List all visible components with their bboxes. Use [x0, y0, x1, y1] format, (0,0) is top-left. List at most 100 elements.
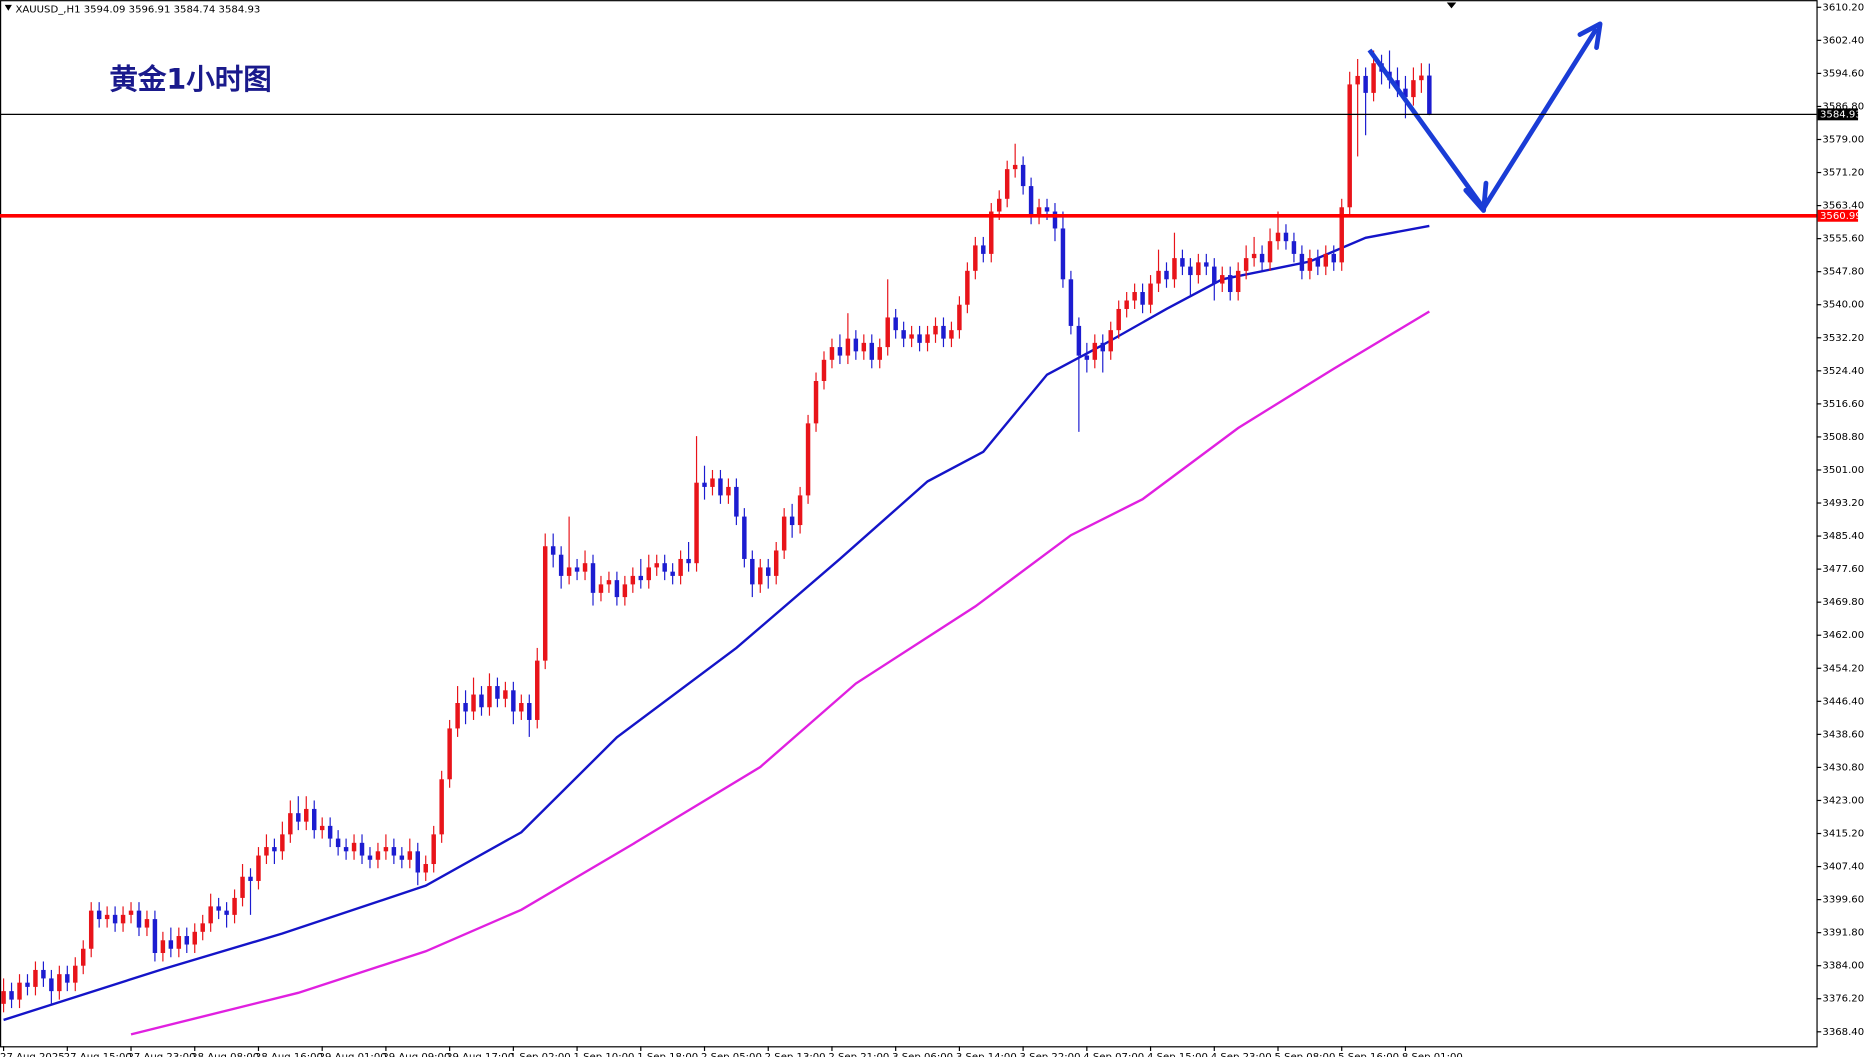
price-tag: [1817, 209, 1859, 222]
candle-body: [168, 940, 174, 949]
y-tick-label: 3454.20: [1822, 663, 1864, 674]
candle-body: [232, 897, 237, 915]
candle-body: [256, 855, 261, 881]
candle-body: [351, 842, 357, 852]
candle-body: [407, 851, 413, 860]
candle-body: [1020, 164, 1026, 187]
candle-body: [614, 580, 620, 598]
candle-body: [861, 342, 867, 352]
candle-body: [431, 834, 436, 865]
candle-body: [853, 338, 859, 352]
y-tick-label: 3571.20: [1822, 168, 1864, 179]
candle-body: [941, 325, 946, 339]
candle-body: [359, 842, 365, 856]
candle-body: [566, 567, 572, 576]
candle-body: [1235, 270, 1241, 293]
candle-body: [1, 991, 6, 1004]
candle-body: [1124, 300, 1129, 309]
candle-body: [535, 660, 540, 720]
candle-body: [829, 347, 835, 360]
candle-body: [1307, 258, 1313, 271]
candle-body: [1044, 207, 1050, 212]
candle-body: [455, 703, 460, 729]
candle-body: [144, 919, 150, 928]
candle-body: [1188, 266, 1193, 276]
arrow-head-down: [1463, 180, 1489, 213]
y-tick-label: 3407.40: [1822, 862, 1864, 873]
candle-body: [670, 571, 675, 576]
candle-body: [662, 563, 667, 572]
moving-average: [3, 224, 1430, 1022]
candle-body: [957, 304, 962, 331]
y-tick-label: 3415.20: [1822, 829, 1864, 840]
candle-body: [1243, 258, 1249, 271]
candle-body: [1411, 80, 1416, 98]
candle-body: [17, 982, 22, 1000]
candle-body: [1299, 253, 1305, 271]
x-tick-label: 2 Sep 13:00: [765, 1052, 826, 1057]
candle-body: [1060, 228, 1066, 280]
candle-body: [335, 838, 341, 848]
y-tick-label: 3610.20: [1822, 2, 1864, 13]
candle-body: [996, 198, 1002, 212]
x-tick-label: 2 Sep 21:00: [828, 1052, 889, 1057]
candle-body: [702, 482, 707, 487]
candle-body: [949, 330, 954, 339]
candle-body: [152, 919, 158, 953]
candle-body: [288, 813, 293, 835]
y-tick-label: 3563.40: [1822, 201, 1864, 212]
candle-body: [25, 982, 30, 987]
price-tag: [1817, 108, 1859, 121]
price-tag-label: 3584.93: [1820, 109, 1862, 120]
candle-body: [104, 914, 110, 920]
candle-body: [1140, 292, 1145, 305]
candle-body: [686, 558, 691, 564]
candle-body: [933, 325, 938, 335]
candle-body: [1227, 275, 1233, 293]
candle-body: [479, 694, 484, 708]
candle-body: [463, 703, 468, 712]
candle-body: [1347, 84, 1352, 208]
candle-body: [694, 482, 699, 564]
candle-body: [973, 245, 978, 271]
candle-body: [120, 914, 126, 924]
candle-body: [136, 910, 142, 928]
candle-body: [1403, 88, 1408, 98]
candle-body: [630, 575, 636, 585]
candle-body: [606, 580, 612, 585]
candle-body: [49, 978, 54, 992]
candle-body: [574, 567, 580, 572]
candle-body: [1395, 80, 1400, 89]
x-tick-label: 4 Sep 15:00: [1147, 1052, 1208, 1057]
candle-body: [519, 703, 524, 712]
candle-body: [1331, 253, 1336, 263]
y-tick-label: 3462.00: [1822, 630, 1864, 641]
candle-body: [1355, 75, 1360, 85]
candle-body: [598, 584, 604, 593]
chart-header: XAUUSD_,H1 3594.09 3596.91 3584.74 3584.…: [15, 5, 260, 16]
candle-body: [1108, 330, 1113, 352]
y-tick-label: 3579.00: [1822, 134, 1864, 145]
y-tick-label: 3446.40: [1822, 696, 1864, 707]
candle-body: [511, 690, 516, 712]
candle-body: [248, 876, 253, 881]
candle-body: [9, 991, 14, 1000]
plot-area: [1, 50, 1432, 1036]
candle-body: [96, 910, 102, 920]
chart-title: 黄金1小时图: [109, 63, 271, 96]
candle-body: [1036, 207, 1042, 216]
y-tick-label: 3430.80: [1822, 762, 1864, 773]
candle-body: [88, 910, 94, 949]
x-tick-label: 1 Sep 10:00: [574, 1052, 635, 1057]
y-tick-label: 3586.80: [1822, 101, 1864, 112]
candle-body: [57, 974, 62, 992]
candle-body: [1004, 169, 1010, 199]
candle-body: [1339, 207, 1344, 263]
forecast-arrow: [1367, 21, 1603, 213]
candle-body: [1052, 211, 1058, 229]
candle-body: [33, 969, 38, 987]
x-tick-label: 3 Sep 14:00: [956, 1052, 1017, 1057]
x-tick-label: 8 Sep 01:00: [1402, 1052, 1463, 1057]
candle-body: [781, 516, 787, 551]
